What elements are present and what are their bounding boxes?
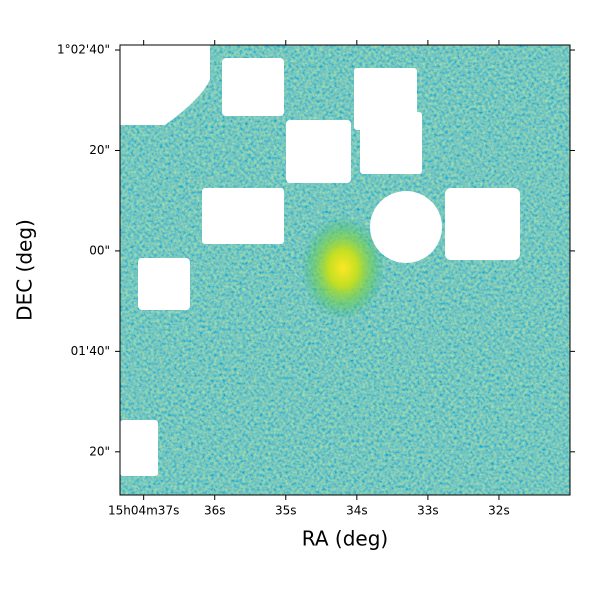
plot-frame: [119, 44, 571, 496]
y-tick-label: 1°02'40": [57, 43, 110, 57]
x-tick-label: 34s: [346, 504, 368, 518]
y-tick-label: 00": [89, 243, 110, 257]
x-axis-label: RA (deg): [302, 527, 388, 551]
x-tick-label: 36s: [204, 504, 226, 518]
image: [120, 45, 570, 495]
x-tick-label: 32s: [488, 504, 510, 518]
x-tick-label: 15h04m37s: [108, 504, 179, 518]
y-tick-label: 01'40": [71, 344, 110, 358]
x-tick-label: 35s: [275, 504, 297, 518]
y-axis-label: DEC (deg): [13, 219, 37, 321]
y-tick-label: 20": [89, 143, 110, 157]
x-tick-label: 33s: [417, 504, 439, 518]
y-tick-label: 20": [89, 444, 110, 458]
